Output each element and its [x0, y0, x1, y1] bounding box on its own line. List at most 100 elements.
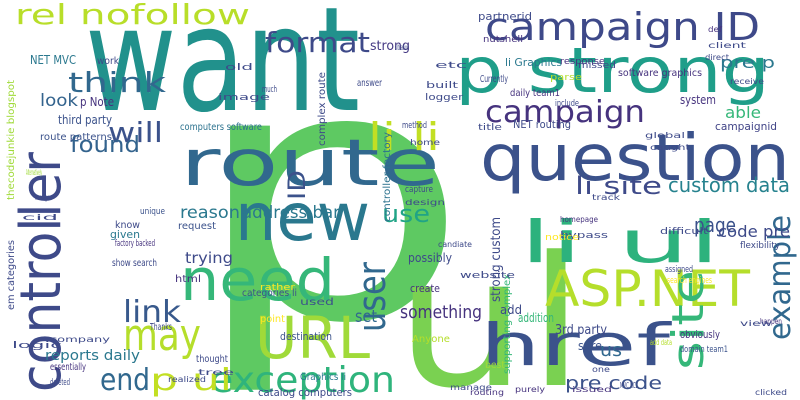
word: message — [35, 193, 49, 202]
word: essentially — [50, 362, 86, 373]
word: client — [708, 41, 746, 50]
word: unique — [140, 207, 165, 217]
word: used — [300, 297, 334, 308]
word: deleted — [50, 378, 70, 388]
word: receive — [730, 77, 764, 86]
word: candiate — [438, 240, 472, 249]
word: reason — [180, 203, 240, 223]
word: manage — [450, 383, 492, 392]
word: think — [68, 66, 167, 99]
word: realized — [168, 375, 206, 384]
word: new — [235, 179, 370, 256]
word: site — [663, 270, 714, 370]
word: p — [190, 0, 470, 400]
word: design — [405, 198, 445, 207]
word: strong — [370, 39, 410, 54]
word: clicked — [755, 388, 787, 397]
word: nutshell — [483, 35, 523, 45]
word: route — [180, 127, 440, 201]
word: create — [410, 282, 440, 295]
word: tree — [198, 368, 234, 377]
word: custom data — [668, 173, 790, 197]
word: rather — [260, 283, 295, 293]
word: answer — [357, 78, 383, 89]
word: direct — [705, 53, 729, 62]
word: campaignid — [715, 120, 777, 133]
word: image — [218, 93, 271, 103]
word: addition — [518, 311, 554, 325]
word: possibly — [408, 251, 452, 265]
word: assigned — [665, 265, 693, 275]
word: may — [123, 310, 201, 361]
word: response — [560, 57, 605, 67]
word: found — [70, 133, 140, 158]
word: html — [175, 274, 201, 285]
word: controller factory — [382, 132, 393, 222]
word: want — [85, 0, 360, 145]
word: Alternatively — [26, 168, 42, 177]
word: p Note — [80, 95, 114, 109]
word: third party — [58, 113, 112, 127]
word: best — [485, 360, 505, 371]
word: show search — [112, 258, 157, 269]
word: system — [680, 93, 716, 107]
word: will — [108, 116, 163, 149]
word: routing — [470, 388, 504, 397]
word: purely — [515, 385, 545, 394]
word: view — [740, 319, 773, 328]
word: title — [478, 123, 503, 133]
word: domain team1 — [680, 345, 728, 355]
word: website — [460, 271, 516, 281]
word: able — [725, 103, 761, 122]
word: destination — [280, 330, 332, 343]
word: search engines — [667, 276, 712, 286]
word: thought — [196, 354, 228, 365]
word: user — [350, 262, 394, 332]
word: add data — [650, 338, 672, 347]
word: strong custom — [489, 217, 504, 302]
word: rel nofollow — [15, 0, 250, 31]
word: partnerid — [478, 10, 532, 23]
word: exception — [210, 360, 395, 400]
word: format — [265, 26, 370, 59]
word: href — [480, 311, 673, 379]
word: trying — [185, 249, 233, 267]
word: campaign ID — [485, 5, 760, 49]
word: built — [426, 81, 459, 91]
word: route patterns — [40, 132, 112, 143]
word: URL — [255, 304, 370, 372]
word: ul — [395, 219, 585, 400]
word: em categories — [6, 240, 17, 310]
word: li li — [368, 115, 440, 159]
word: def — [708, 25, 722, 34]
word: parse — [550, 73, 583, 83]
word: bypass — [560, 231, 608, 241]
word: li Graphics — [505, 56, 562, 69]
word: pre p — [720, 53, 775, 72]
word: daily team1 — [510, 88, 560, 99]
word: example — [763, 215, 798, 340]
word: logger — [425, 93, 463, 103]
word: p ul — [150, 363, 232, 398]
word: li ul — [520, 208, 720, 276]
word: code pre — [718, 222, 790, 241]
word: situation — [395, 43, 409, 52]
word: cid — [22, 213, 58, 222]
word: software graphics — [618, 68, 702, 79]
word: link — [123, 295, 182, 330]
word: address bar — [242, 203, 340, 223]
word: sure — [578, 339, 602, 353]
word: li site — [575, 172, 662, 200]
word: method — [402, 121, 427, 131]
word: question — [480, 122, 790, 196]
word: global — [645, 131, 685, 140]
word: MVC RC2 — [620, 381, 638, 390]
word: caught — [650, 143, 690, 152]
word: set — [355, 307, 377, 327]
word: us — [600, 340, 622, 361]
word: Thanks — [149, 322, 172, 333]
word: complex route — [317, 72, 328, 146]
word: Currently — [480, 74, 508, 85]
